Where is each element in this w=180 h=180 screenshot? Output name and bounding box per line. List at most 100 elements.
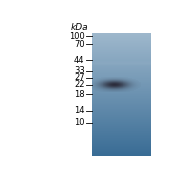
- Bar: [120, 81, 121, 82]
- Bar: [131, 83, 132, 84]
- Bar: [92, 69, 151, 70]
- Bar: [97, 83, 98, 84]
- Bar: [92, 48, 151, 49]
- Bar: [129, 80, 130, 81]
- Bar: [108, 78, 109, 79]
- Bar: [114, 79, 115, 80]
- Bar: [103, 80, 104, 81]
- Bar: [111, 90, 112, 91]
- Bar: [119, 88, 120, 89]
- Bar: [116, 81, 117, 82]
- Bar: [124, 88, 125, 89]
- Bar: [92, 103, 151, 104]
- Bar: [92, 33, 151, 34]
- Bar: [117, 83, 118, 84]
- Bar: [100, 82, 101, 83]
- Bar: [92, 86, 151, 87]
- Bar: [132, 79, 133, 80]
- Bar: [92, 91, 151, 92]
- Bar: [113, 80, 114, 81]
- Bar: [92, 82, 93, 83]
- Bar: [99, 81, 100, 82]
- Bar: [92, 110, 151, 111]
- Text: 27: 27: [74, 73, 85, 82]
- Bar: [137, 83, 138, 84]
- Bar: [121, 89, 122, 90]
- Bar: [92, 122, 151, 123]
- Bar: [92, 123, 151, 124]
- Bar: [138, 84, 139, 85]
- Bar: [108, 89, 109, 90]
- Bar: [115, 81, 116, 82]
- Bar: [121, 81, 122, 82]
- Bar: [134, 85, 135, 86]
- Bar: [100, 88, 101, 89]
- Bar: [92, 127, 151, 128]
- Bar: [115, 78, 116, 79]
- Bar: [102, 88, 103, 89]
- Bar: [116, 82, 117, 83]
- Bar: [103, 77, 104, 78]
- Bar: [92, 95, 151, 96]
- Bar: [105, 85, 106, 86]
- Bar: [92, 116, 151, 117]
- Bar: [94, 82, 95, 83]
- Bar: [103, 81, 104, 82]
- Bar: [128, 88, 129, 89]
- Bar: [123, 89, 124, 90]
- Bar: [92, 151, 151, 152]
- Bar: [124, 80, 125, 81]
- Bar: [139, 82, 140, 83]
- Bar: [133, 87, 134, 88]
- Bar: [104, 88, 105, 89]
- Bar: [111, 85, 112, 86]
- Bar: [119, 90, 120, 91]
- Bar: [92, 62, 151, 63]
- Bar: [126, 82, 127, 83]
- Text: 33: 33: [74, 66, 85, 75]
- Bar: [112, 86, 113, 87]
- Bar: [112, 84, 113, 85]
- Bar: [140, 85, 141, 86]
- Bar: [133, 89, 134, 90]
- Bar: [128, 90, 129, 91]
- Bar: [129, 81, 130, 82]
- Bar: [136, 81, 137, 82]
- Bar: [103, 80, 104, 81]
- Bar: [108, 81, 109, 82]
- Bar: [128, 80, 129, 81]
- Bar: [116, 78, 117, 79]
- Bar: [126, 90, 127, 91]
- Bar: [99, 90, 100, 91]
- Bar: [122, 91, 123, 92]
- Text: 18: 18: [74, 90, 85, 99]
- Bar: [103, 90, 104, 91]
- Bar: [130, 84, 131, 85]
- Bar: [109, 81, 110, 82]
- Bar: [110, 85, 111, 86]
- Bar: [137, 82, 138, 83]
- Bar: [96, 78, 97, 79]
- Bar: [92, 89, 151, 90]
- Bar: [112, 85, 113, 86]
- Bar: [128, 84, 129, 85]
- Bar: [93, 89, 94, 90]
- Text: 10: 10: [74, 118, 85, 127]
- Bar: [108, 85, 109, 86]
- Bar: [92, 72, 151, 73]
- Bar: [105, 80, 106, 81]
- Bar: [117, 81, 118, 82]
- Bar: [113, 79, 114, 80]
- Bar: [118, 85, 119, 86]
- Bar: [117, 89, 118, 90]
- Bar: [134, 79, 135, 80]
- Bar: [123, 82, 124, 83]
- Bar: [101, 78, 102, 79]
- Bar: [92, 109, 151, 110]
- Bar: [139, 85, 140, 86]
- Bar: [124, 82, 125, 83]
- Bar: [119, 82, 120, 83]
- Bar: [124, 90, 125, 91]
- Bar: [92, 81, 151, 82]
- Bar: [101, 90, 102, 91]
